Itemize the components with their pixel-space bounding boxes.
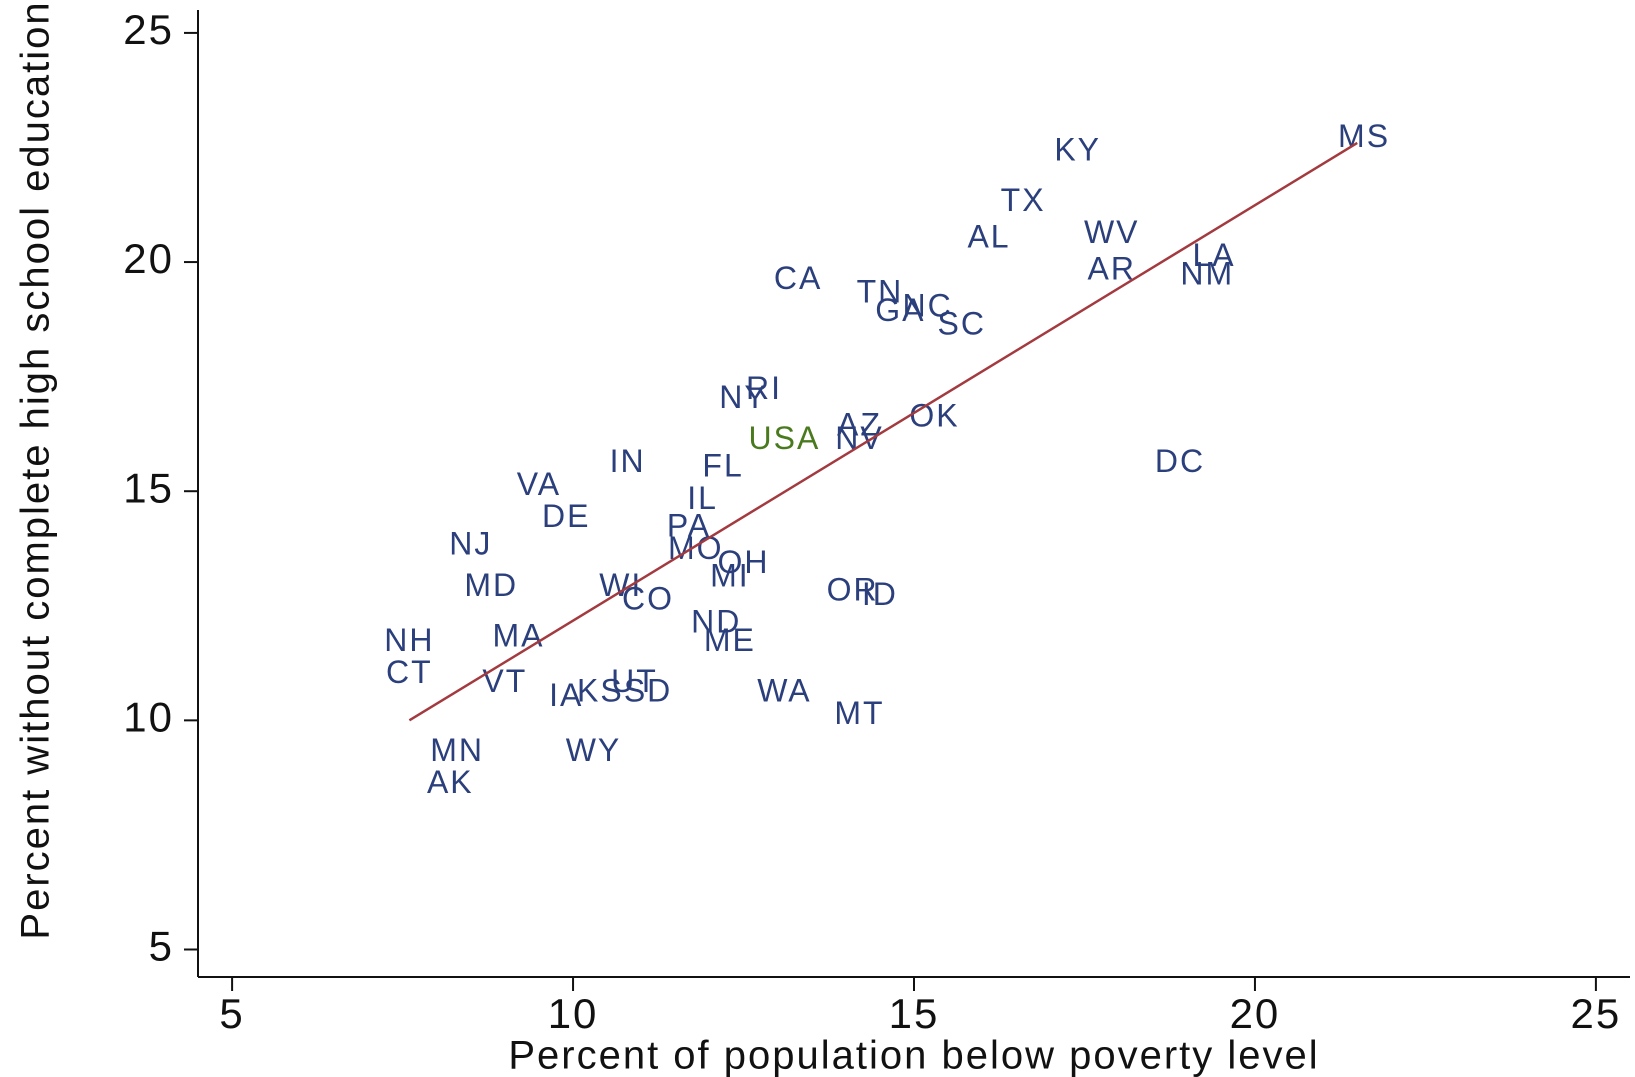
point-label: SD xyxy=(624,672,672,708)
y-axis-title: Percent without complete high school edu… xyxy=(14,0,58,939)
y-tick-label: 5 xyxy=(149,923,174,970)
point-label: OK xyxy=(909,397,959,433)
point-label: TX xyxy=(1001,182,1046,218)
point-label: OH xyxy=(718,544,770,580)
point-label: AL xyxy=(967,219,1010,255)
point-label: CA xyxy=(774,260,822,296)
reference-label: USA xyxy=(749,420,821,456)
x-tick-label: 10 xyxy=(548,990,599,1037)
point-label: PA xyxy=(667,507,711,543)
point-label: NC xyxy=(903,287,953,323)
point-label: MD xyxy=(464,567,518,603)
point-label: WV xyxy=(1084,214,1140,250)
point-label: ND xyxy=(691,604,741,640)
point-label: MA xyxy=(492,617,544,653)
point-label: IA xyxy=(549,677,583,713)
point-label: NH xyxy=(384,622,434,658)
point-label: KY xyxy=(1054,132,1101,168)
y-tick-label: 25 xyxy=(123,6,174,53)
y-tick-label: 15 xyxy=(123,464,174,511)
point-label: CT xyxy=(386,654,433,690)
point-label: ME xyxy=(704,622,756,658)
point-label: AR xyxy=(1088,251,1136,287)
point-label: MI xyxy=(710,558,750,594)
y-tick-label: 10 xyxy=(123,693,174,740)
point-label: RI xyxy=(746,370,782,406)
point-label: AZ xyxy=(837,407,882,443)
point-label: GA xyxy=(875,292,925,328)
point-label: FL xyxy=(702,448,743,484)
x-axis-title: Percent of population below poverty leve… xyxy=(508,1034,1319,1077)
point-label: LA xyxy=(1192,237,1235,273)
point-label: NM xyxy=(1180,255,1234,291)
point-label: DE xyxy=(542,498,590,534)
point-label: MT xyxy=(834,695,884,731)
point-label: NY xyxy=(719,379,767,415)
point-label: AK xyxy=(427,764,474,800)
point-label: TN xyxy=(857,274,904,310)
x-tick-label: 15 xyxy=(889,990,940,1037)
point-label: DC xyxy=(1155,443,1205,479)
point-label: MN xyxy=(430,732,484,768)
point-label: VA xyxy=(517,466,561,502)
point-label: IL xyxy=(687,480,718,516)
point-label: VT xyxy=(482,663,527,699)
point-label: IN xyxy=(610,443,646,479)
point-label: NV xyxy=(835,420,883,456)
point-label: WY xyxy=(566,732,622,768)
point-label: UT xyxy=(611,663,658,699)
point-label: NJ xyxy=(449,526,492,562)
point-label: OR xyxy=(827,571,879,607)
point-label: MS xyxy=(1338,118,1390,154)
x-tick-label: 5 xyxy=(219,990,244,1037)
fit-line xyxy=(408,141,1358,722)
point-label: ID xyxy=(862,576,898,612)
x-tick-label: 20 xyxy=(1230,990,1281,1037)
point-label: WA xyxy=(757,672,811,708)
point-label: KS xyxy=(577,672,624,708)
x-tick-label: 25 xyxy=(1571,990,1622,1037)
y-tick-label: 20 xyxy=(123,235,174,282)
point-label: SC xyxy=(938,306,986,342)
